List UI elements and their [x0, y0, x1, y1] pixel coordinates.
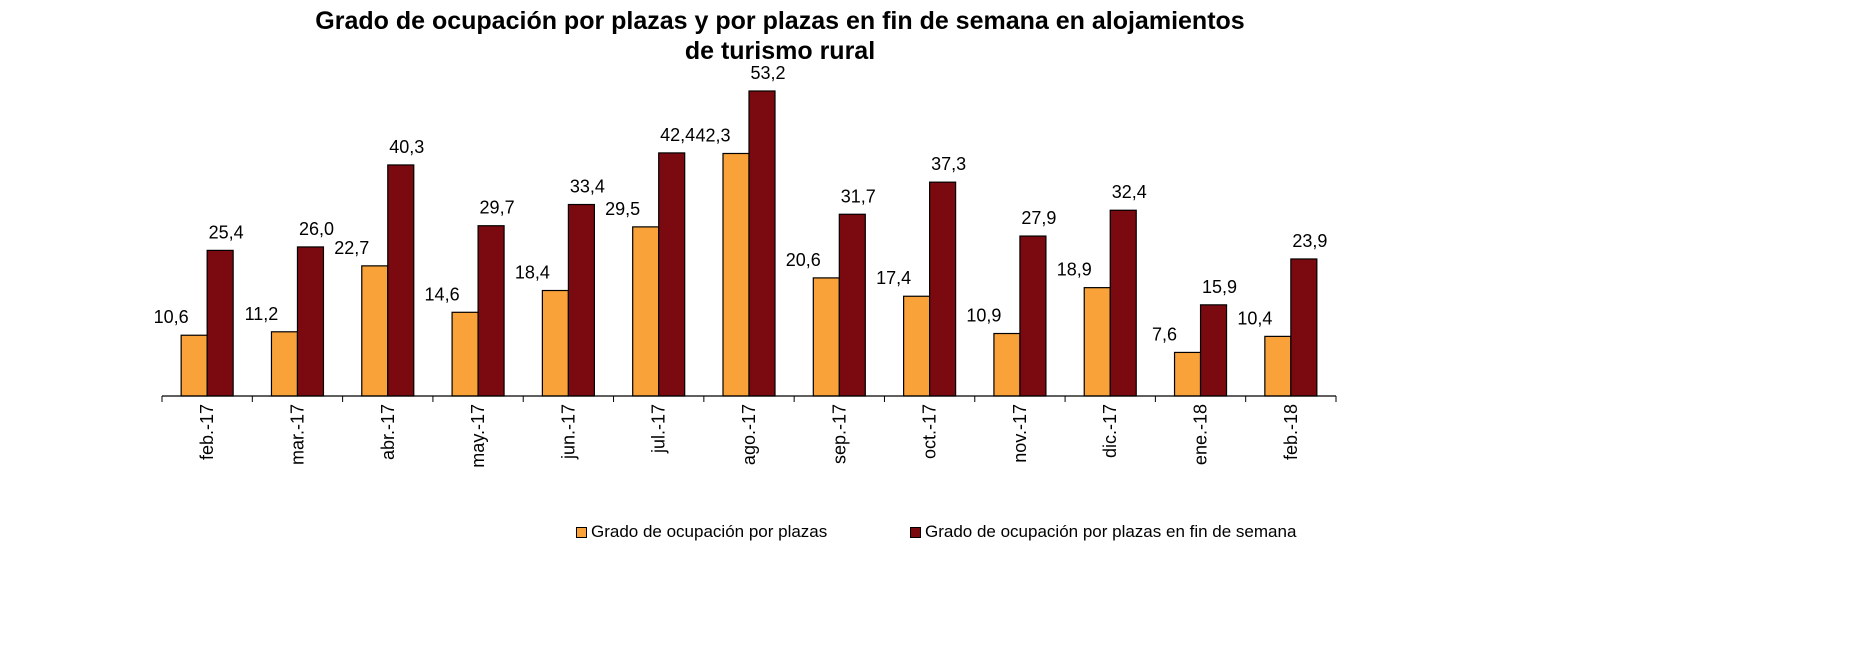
bars-group [180, 90, 1318, 397]
data-label-plazas-sep-17: 20,6 [786, 250, 821, 270]
legend-item-fin-de-semana: Grado de ocupación por plazas en fin de … [910, 518, 1296, 546]
x-tick-label-jul-17: jul.-17 [649, 404, 669, 454]
data-label-fin-de-semana-nov-17: 27,9 [1021, 208, 1056, 228]
bar-fin-de-semana-jun-17 [567, 203, 595, 397]
data-label-plazas-abr-17: 22,7 [334, 238, 369, 258]
data-label-plazas-ene-18: 7,6 [1152, 324, 1177, 344]
bar-fin-de-semana-jul-17 [658, 152, 686, 397]
chart-title: Grado de ocupación por plazas y por plaz… [0, 6, 1560, 66]
bar-plazas-may-17 [451, 311, 479, 397]
bar-fin-de-semana-ago-17 [748, 90, 776, 397]
data-label-fin-de-semana-mar-17: 26,0 [299, 219, 334, 239]
bar-fin-de-semana-feb-17 [206, 249, 234, 397]
bar-plazas-dic-17 [1083, 287, 1111, 397]
x-tick-label-jun-17: jun.-17 [558, 404, 578, 460]
data-label-fin-de-semana-oct-17: 37,3 [931, 154, 966, 174]
x-axis: feb.-17 mar.-17 abr.-17 may.-17 jun.-17 jul.-… [161, 395, 1337, 468]
legend-item-plazas: Grado de ocupación por plazas [576, 518, 827, 546]
bar-fin-de-semana-mar-17 [296, 246, 325, 397]
bar-plazas-abr-17 [361, 265, 389, 397]
x-tick-label-abr-17: abr.-17 [378, 404, 398, 460]
bar-fin-de-semana-may-17 [477, 225, 505, 397]
legend-swatch-plazas [576, 526, 587, 538]
data-label-plazas-dic-17: 18,9 [1057, 260, 1092, 280]
bar-plazas-feb-17 [180, 334, 208, 397]
data-label-fin-de-semana-jun-17: 33,4 [570, 177, 605, 197]
bar-plazas-ene-18 [1173, 351, 1202, 397]
x-tick-label-feb-18: feb.-18 [1281, 404, 1301, 460]
data-label-plazas-feb-18: 10,4 [1237, 308, 1272, 328]
bar-plazas-jun-17 [541, 289, 569, 397]
bar-plazas-feb-18 [1264, 335, 1292, 397]
x-tick-label-dic-17: dic.-17 [1100, 404, 1120, 458]
bar-plazas-nov-17 [993, 332, 1021, 397]
chart-title-line-2: de turismo rural [684, 37, 876, 65]
bar-fin-de-semana-oct-17 [929, 181, 957, 397]
data-label-plazas-ago-17: 42,3 [695, 125, 730, 145]
data-label-plazas-nov-17: 10,9 [966, 306, 1001, 326]
bar-fin-de-semana-feb-18 [1290, 258, 1318, 397]
x-tick-label-may-17: may.-17 [468, 404, 488, 468]
data-label-fin-de-semana-jul-17: 42,4 [660, 125, 695, 145]
x-tick-label-oct-17: oct.-17 [920, 404, 940, 459]
x-tick-label-mar-17: mar.-17 [287, 404, 307, 465]
data-label-plazas-may-17: 14,6 [425, 284, 460, 304]
bar-fin-de-semana-sep-17 [838, 213, 866, 397]
bar-plazas-mar-17 [270, 331, 299, 397]
data-label-fin-de-semana-sep-17: 31,7 [841, 186, 876, 206]
bar-fin-de-semana-ene-18 [1199, 304, 1228, 397]
data-labels-group: 10,6 25,4 11,2 26,022,7 40,3 14,6 29,7 18,4 33,4… [154, 63, 1328, 344]
data-label-plazas-feb-17: 10,6 [154, 307, 189, 327]
bar-plazas-oct-17 [903, 295, 931, 397]
data-label-fin-de-semana-abr-17: 40,3 [389, 137, 424, 157]
bar-plazas-jul-17 [632, 226, 660, 397]
legend-label-fin-de-semana: Grado de ocupación por plazas en fin de … [925, 522, 1297, 541]
x-tick-label-ago-17: ago.-17 [739, 404, 759, 465]
data-label-fin-de-semana-ene-18: 15,9 [1202, 277, 1237, 297]
legend-label-plazas: Grado de ocupación por plazas [591, 522, 828, 541]
x-tick-label-nov-17: nov.-17 [1010, 404, 1030, 463]
data-label-plazas-mar-17: 11,2 [245, 304, 279, 324]
legend-swatch-fin-de-semana [910, 526, 921, 538]
data-label-fin-de-semana-feb-18: 23,9 [1292, 231, 1327, 251]
data-label-fin-de-semana-ago-17: 53,2 [750, 63, 785, 83]
bar-plazas-ago-17 [722, 152, 750, 397]
x-tick-label-feb-17: feb.-17 [197, 404, 217, 460]
chart-title-line-1: Grado de ocupación por plazas y por plaz… [315, 7, 1245, 35]
data-label-plazas-jun-17: 18,4 [515, 263, 550, 283]
data-label-fin-de-semana-dic-17: 32,4 [1112, 182, 1147, 202]
bar-fin-de-semana-dic-17 [1109, 209, 1137, 397]
data-label-fin-de-semana-feb-17: 25,4 [209, 222, 244, 242]
data-label-fin-de-semana-may-17: 29,7 [480, 198, 515, 218]
x-tick-label-ene-18: ene.-18 [1191, 404, 1211, 465]
bar-fin-de-semana-abr-17 [387, 164, 415, 397]
data-label-plazas-jul-17: 29,5 [605, 199, 640, 219]
x-tick-label-sep-17: sep.-17 [829, 404, 849, 464]
legend: Grado de ocupación por plazas Grado de o… [0, 518, 1873, 546]
bar-fin-de-semana-nov-17 [1019, 235, 1047, 397]
bar-plazas-sep-17 [812, 277, 840, 397]
data-label-plazas-oct-17: 17,4 [876, 268, 911, 288]
